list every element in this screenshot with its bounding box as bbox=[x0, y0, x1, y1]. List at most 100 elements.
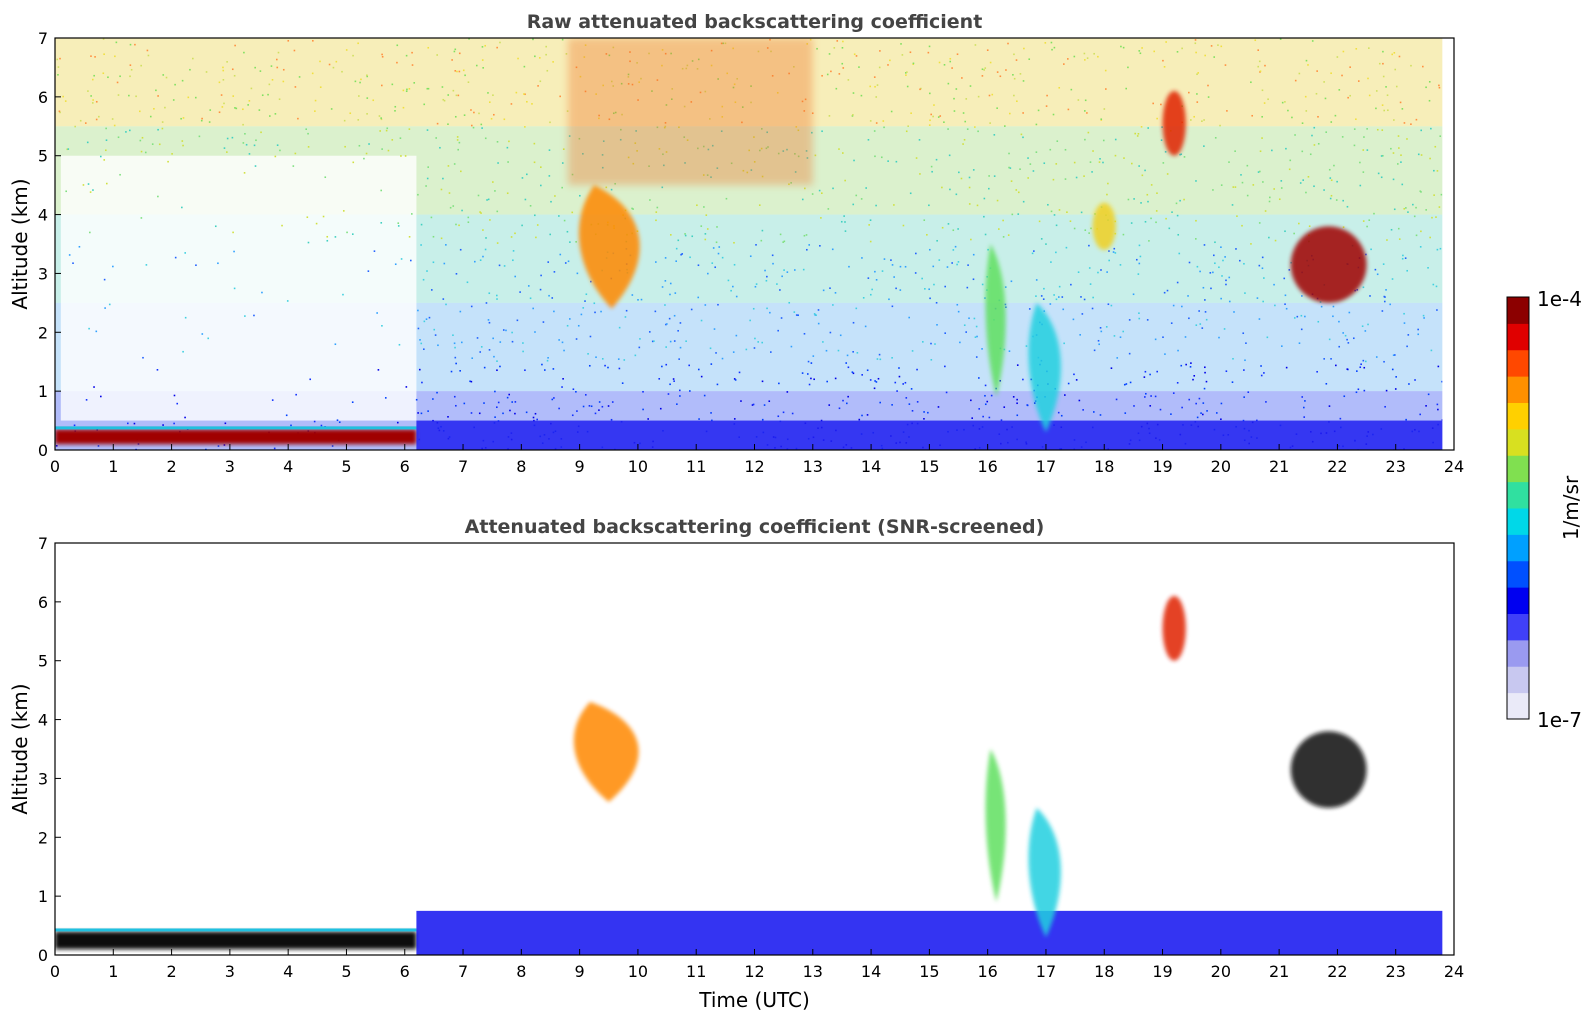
speckle bbox=[103, 278, 106, 281]
speckle bbox=[1429, 236, 1431, 239]
speckle bbox=[678, 358, 680, 360]
speckle bbox=[1368, 219, 1371, 221]
speckle bbox=[1176, 214, 1179, 217]
speckle bbox=[888, 298, 890, 301]
speckle bbox=[700, 375, 703, 378]
speckle bbox=[1338, 345, 1341, 348]
speckle bbox=[408, 236, 411, 238]
speckle bbox=[222, 66, 224, 69]
speckle bbox=[704, 304, 707, 306]
speckle bbox=[92, 99, 94, 101]
speckle bbox=[447, 94, 450, 96]
speckle bbox=[86, 141, 89, 144]
speckle bbox=[1162, 59, 1164, 62]
speckle bbox=[993, 134, 996, 136]
speckle bbox=[453, 395, 456, 398]
speckle bbox=[878, 353, 881, 356]
speckle bbox=[1413, 215, 1416, 218]
speckle bbox=[549, 233, 552, 236]
speckle bbox=[1410, 123, 1412, 125]
speckle bbox=[1083, 52, 1086, 55]
speckle bbox=[478, 112, 480, 115]
speckle bbox=[786, 271, 789, 273]
speckle bbox=[448, 192, 451, 194]
speckle bbox=[343, 119, 346, 122]
speckle bbox=[1423, 317, 1425, 319]
speckle bbox=[537, 85, 539, 87]
speckle bbox=[1308, 225, 1311, 228]
speckle bbox=[232, 95, 235, 97]
speckle bbox=[713, 328, 716, 330]
speckle bbox=[906, 71, 908, 73]
speckle bbox=[1140, 126, 1143, 128]
speckle bbox=[408, 128, 411, 130]
speckle bbox=[523, 93, 525, 95]
speckle bbox=[1181, 47, 1183, 50]
speckle bbox=[559, 95, 561, 98]
speckle bbox=[452, 334, 454, 337]
speckle bbox=[319, 86, 322, 88]
speckle bbox=[1070, 283, 1072, 286]
speckle bbox=[908, 403, 911, 405]
speckle bbox=[1139, 52, 1142, 55]
speckle bbox=[1107, 303, 1110, 306]
speckle bbox=[514, 275, 517, 278]
speckle bbox=[554, 195, 556, 197]
speckle bbox=[111, 118, 114, 120]
colorbar-step bbox=[1507, 455, 1529, 483]
speckle bbox=[1055, 224, 1058, 227]
speckle bbox=[795, 314, 798, 316]
speckle bbox=[357, 42, 359, 45]
speckle bbox=[1383, 109, 1385, 112]
speckle bbox=[261, 291, 263, 294]
speckle bbox=[512, 259, 514, 262]
speckle bbox=[1289, 159, 1292, 162]
speckle bbox=[847, 395, 849, 398]
x-tick-label: 18 bbox=[1094, 457, 1114, 476]
speckle bbox=[1005, 69, 1007, 71]
speckle bbox=[934, 343, 936, 345]
speckle bbox=[734, 379, 737, 381]
speckle bbox=[532, 307, 534, 310]
speckle bbox=[684, 234, 687, 237]
colorbar-step bbox=[1507, 534, 1529, 562]
speckle bbox=[352, 54, 354, 57]
speckle bbox=[207, 337, 210, 340]
speckle bbox=[145, 264, 148, 266]
speckle bbox=[972, 253, 975, 256]
speckle bbox=[1323, 189, 1325, 191]
colorbar-step bbox=[1507, 666, 1529, 694]
speckle bbox=[963, 324, 966, 327]
speckle bbox=[464, 74, 466, 77]
speckle bbox=[1435, 285, 1438, 288]
speckle bbox=[1136, 135, 1139, 137]
speckle bbox=[129, 129, 131, 132]
speckle bbox=[1004, 125, 1006, 127]
speckle bbox=[946, 266, 949, 268]
speckle bbox=[910, 388, 913, 390]
speckle bbox=[532, 416, 535, 419]
speckle bbox=[958, 171, 960, 174]
speckle bbox=[157, 128, 159, 131]
speckle bbox=[611, 401, 614, 403]
speckle bbox=[915, 252, 917, 255]
speckle bbox=[653, 340, 655, 342]
speckle bbox=[920, 87, 922, 90]
speckle bbox=[1436, 248, 1439, 251]
speckle bbox=[214, 225, 217, 228]
speckle bbox=[290, 424, 292, 427]
speckle bbox=[931, 170, 933, 173]
speckle bbox=[222, 69, 225, 72]
speckle bbox=[902, 383, 905, 385]
speckle bbox=[783, 240, 786, 243]
speckle bbox=[294, 86, 297, 88]
speckle bbox=[194, 96, 197, 99]
speckle bbox=[656, 206, 659, 209]
speckle bbox=[377, 369, 380, 371]
speckle bbox=[793, 269, 796, 271]
speckle bbox=[55, 445, 58, 447]
speckle bbox=[515, 91, 518, 94]
speckle bbox=[1154, 395, 1157, 398]
speckle bbox=[911, 350, 914, 352]
speckle bbox=[1176, 51, 1179, 53]
